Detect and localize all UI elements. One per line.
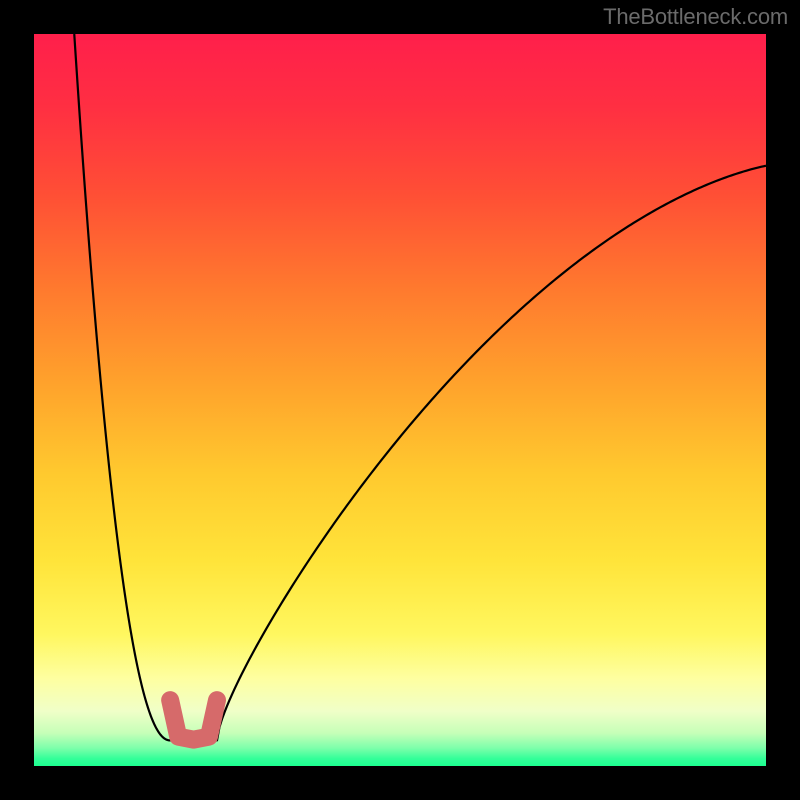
chart-svg	[34, 34, 766, 766]
chart-plot-area	[34, 34, 766, 766]
bottleneck-curve	[74, 34, 766, 740]
watermark-text: TheBottleneck.com	[603, 4, 788, 30]
optimal-marker	[170, 700, 217, 740]
